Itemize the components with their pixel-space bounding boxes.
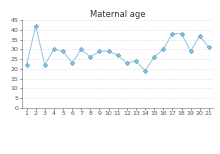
Maternal age: [198, 35, 201, 36]
Maternal age: [189, 50, 192, 52]
Line: Maternal age: Maternal age: [25, 24, 210, 72]
Maternal age: [89, 56, 92, 58]
Maternal age: [116, 54, 119, 56]
Maternal age: [153, 56, 156, 58]
Maternal age: [107, 50, 110, 52]
Maternal age: [144, 70, 146, 72]
Maternal age: [34, 25, 37, 27]
Maternal age: [25, 64, 28, 66]
Maternal age: [125, 62, 128, 64]
Maternal age: [135, 60, 137, 62]
Maternal age: [53, 48, 55, 50]
Maternal age: [98, 50, 101, 52]
Maternal age: [171, 33, 174, 35]
Maternal age: [80, 48, 82, 50]
Maternal age: [207, 46, 210, 48]
Maternal age: [162, 48, 165, 50]
Maternal age: [180, 33, 183, 35]
Maternal age: [62, 50, 64, 52]
Title: Maternal age: Maternal age: [90, 10, 145, 19]
Maternal age: [44, 64, 46, 66]
Maternal age: [71, 62, 73, 64]
